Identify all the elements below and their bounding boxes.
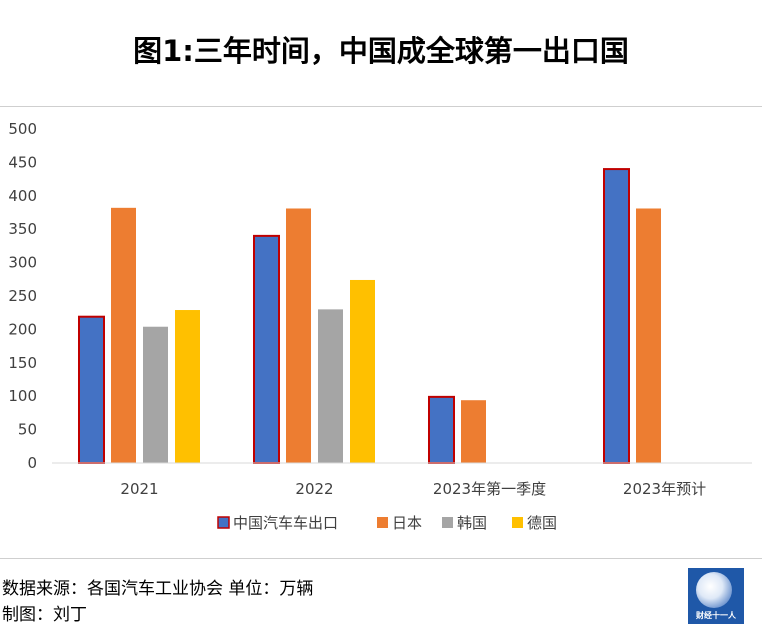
chart-title: 图1:三年时间，中国成全球第一出口国: [133, 34, 629, 68]
y-tick-label: 400: [8, 187, 37, 205]
legend: 中国汽车车出口 日本 韩国 德国: [217, 514, 557, 532]
x-tick-label: 2022: [295, 480, 333, 498]
y-axis: 0 50 100 150 200 250 300 350 400 450 500: [8, 120, 37, 472]
y-tick-label: 500: [8, 120, 37, 138]
y-tick-label: 100: [8, 387, 37, 405]
bar-3-1: [143, 326, 168, 463]
x-axis: 2021 2022 2023年第一季度 2023年预计: [120, 480, 706, 498]
bar-series: [78, 168, 661, 465]
legend-swatch: [512, 517, 523, 528]
bar-1-2: [253, 234, 280, 464]
y-tick-label: 150: [8, 354, 37, 372]
bar-2-2: [286, 208, 311, 463]
legend-label: 中国汽车车出口: [233, 514, 338, 532]
y-tick-label: 200: [8, 320, 37, 338]
bar-2-3: [461, 400, 486, 463]
bar-1-4: [603, 168, 630, 465]
y-tick-label: 250: [8, 287, 37, 305]
x-tick-label: 2023年第一季度: [433, 480, 546, 498]
legend-swatch: [377, 517, 388, 528]
x-tick-label: 2023年预计: [623, 480, 706, 498]
y-tick-label: 0: [27, 454, 37, 472]
legend-label: 韩国: [457, 514, 487, 532]
y-tick-label: 50: [18, 421, 37, 439]
top-divider: [0, 106, 762, 107]
y-tick-label: 350: [8, 220, 37, 238]
legend-swatch: [217, 516, 230, 529]
logo-text: 财经十一人: [696, 611, 736, 620]
publisher-logo: 财经十一人: [688, 568, 744, 624]
bar-1-1: [78, 315, 105, 464]
source-note: 数据来源：各国汽车工业协会 单位：万辆: [2, 579, 314, 599]
globe-icon: [696, 572, 732, 608]
bar-1-3: [428, 395, 455, 465]
bar-3-2: [318, 309, 343, 463]
bar-4-2: [350, 279, 375, 463]
author-note: 制图：刘丁: [2, 605, 87, 625]
legend-label: 德国: [527, 514, 557, 532]
bar-2-1: [111, 207, 136, 463]
bar-4-1: [175, 310, 200, 463]
x-tick-label: 2021: [120, 480, 158, 498]
y-tick-label: 450: [8, 153, 37, 171]
bar-2-4: [636, 208, 661, 463]
legend-label: 日本: [392, 514, 422, 532]
bottom-divider: [0, 558, 762, 559]
legend-swatch: [442, 517, 453, 528]
y-tick-label: 300: [8, 254, 37, 272]
